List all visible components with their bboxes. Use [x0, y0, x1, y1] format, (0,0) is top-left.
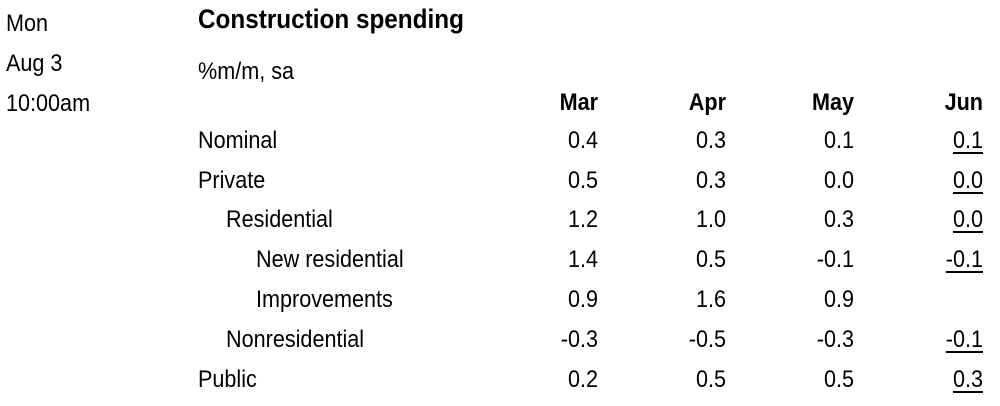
table-cell: 0.0	[952, 206, 983, 233]
table-cell: 0.3	[695, 127, 726, 154]
table-cell: 1.0	[695, 206, 726, 233]
table-cell: -0.1	[945, 326, 983, 353]
row-label-residential: Residential	[226, 206, 333, 233]
table-cell: 0.5	[695, 246, 726, 273]
release-info: Mon Aug 3 10:00am	[6, 4, 90, 124]
table-cell: 1.6	[695, 286, 726, 313]
table-cell: 0.3	[695, 167, 726, 194]
row-label-nonresidential: Nonresidential	[226, 326, 365, 353]
row-label-new-residential: New residential	[256, 246, 404, 273]
table-cell: 0.0	[952, 167, 983, 194]
row-label-private: Private	[198, 167, 266, 194]
column-header-apr: Apr	[688, 89, 726, 116]
table-cell: 0.3	[823, 206, 854, 233]
row-label-improvements: Improvements	[256, 286, 393, 313]
table-cell: 0.3	[952, 366, 983, 393]
table-subtitle: %m/m, sa	[198, 58, 295, 85]
table-cell: 0.5	[567, 167, 598, 194]
table-cell: 0.0	[823, 167, 854, 194]
table-title: Construction spending	[198, 4, 464, 34]
release-date: Aug 3	[6, 50, 63, 77]
table-cell: 0.2	[567, 366, 598, 393]
release-day: Mon	[6, 10, 49, 37]
table-cell: 0.5	[823, 366, 854, 393]
table-cell: -0.1	[816, 246, 854, 273]
table-cell: -0.5	[688, 326, 726, 353]
table-cell: 0.4	[567, 127, 598, 154]
column-header-jun: Jun	[944, 89, 983, 116]
row-label-public: Public	[198, 366, 257, 393]
table-cell: -0.3	[816, 326, 854, 353]
table-cell: 0.1	[823, 127, 854, 154]
column-header-may: May	[811, 89, 854, 116]
table-cell: 0.1	[952, 127, 983, 154]
row-label-nominal: Nominal	[198, 127, 278, 154]
release-time: 10:00am	[6, 90, 91, 117]
table-cell: 0.9	[567, 286, 598, 313]
table-cell: 1.4	[567, 246, 598, 273]
table-cell: 0.9	[823, 286, 854, 313]
table-cell: 1.2	[567, 206, 598, 233]
table-cell: -0.3	[560, 326, 598, 353]
table-cell: -0.1	[945, 246, 983, 273]
column-header-mar: Mar	[559, 89, 598, 116]
table-cell: 0.5	[695, 366, 726, 393]
